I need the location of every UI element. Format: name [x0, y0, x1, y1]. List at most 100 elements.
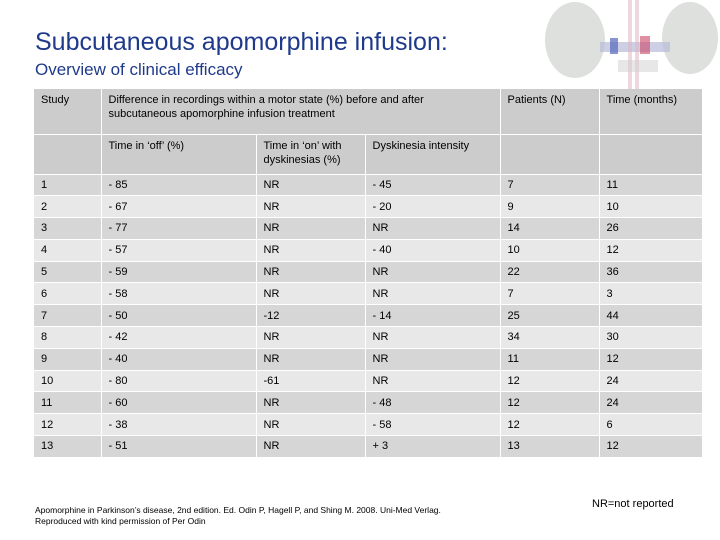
cell-patients: 7 — [500, 174, 600, 197]
cell-off: - 59 — [101, 261, 257, 284]
cell-time: 24 — [599, 391, 703, 415]
cell-intensity: NR — [365, 217, 501, 240]
cell-intensity: NR — [365, 348, 501, 371]
header-off: Time in ‘off’ (%) — [101, 134, 257, 175]
cell-time: 26 — [599, 217, 703, 240]
header-patients: Patients (N) — [500, 89, 600, 135]
cell-study: 9 — [34, 348, 102, 371]
table-row: 12- 38 NR - 58 12 6 — [34, 413, 703, 437]
cell-intensity: NR — [365, 326, 501, 349]
cell-on: NR — [256, 239, 366, 262]
table-row: 10- 80 -61 NR 12 24 — [34, 370, 703, 393]
cell-patients: 9 — [500, 195, 600, 219]
header-blank — [34, 134, 102, 175]
table-row: 9- 40 NR NR 11 12 — [34, 348, 703, 371]
cell-on: NR — [256, 174, 366, 197]
table-row: 13- 51 NR + 3 13 12 — [34, 435, 703, 458]
cell-patients: 10 — [500, 239, 600, 262]
cell-off: - 40 — [101, 348, 257, 371]
cell-patients: 12 — [500, 413, 600, 437]
efficacy-table: Study Difference in recordings within a … — [34, 89, 703, 458]
cell-patients: 34 — [500, 326, 600, 349]
cell-patients: 7 — [500, 282, 600, 306]
cell-on: NR — [256, 348, 366, 371]
cell-off: - 60 — [101, 391, 257, 415]
cell-intensity: NR — [365, 282, 501, 306]
cell-time: 30 — [599, 326, 703, 349]
table-row: 5- 59 NR NR 22 36 — [34, 261, 703, 284]
cell-time: 44 — [599, 304, 703, 328]
cell-time: 24 — [599, 370, 703, 393]
cell-off: - 67 — [101, 195, 257, 219]
cell-patients: 11 — [500, 348, 600, 371]
cell-on: NR — [256, 391, 366, 415]
cell-on: NR — [256, 282, 366, 306]
cell-off: - 57 — [101, 239, 257, 262]
cell-intensity: + 3 — [365, 435, 501, 458]
cell-on: NR — [256, 435, 366, 458]
header-blank — [599, 134, 703, 175]
table-row: 6- 58 NR NR 7 3 — [34, 282, 703, 306]
cell-off: - 42 — [101, 326, 257, 349]
header-on-dyskinesias: Time in ‘on’ with dyskinesias (%) — [256, 134, 366, 175]
cell-study: 12 — [34, 413, 102, 437]
citation-line: Apomorphine in Parkinson’s disease, 2nd … — [35, 505, 441, 515]
cell-time: 11 — [599, 174, 703, 197]
cell-off: - 38 — [101, 413, 257, 437]
cell-intensity: NR — [365, 261, 501, 284]
table-subheader-row: Time in ‘off’ (%) Time in ‘on’ with dysk… — [34, 134, 703, 175]
cell-study: 10 — [34, 370, 102, 393]
header-difference: Difference in recordings within a motor … — [101, 89, 501, 135]
cell-intensity: NR — [365, 370, 501, 393]
brain-scan-illustration-icon — [545, 0, 718, 92]
table-row: 4- 57 NR - 40 10 12 — [34, 239, 703, 262]
cell-patients: 22 — [500, 261, 600, 284]
cell-on: NR — [256, 261, 366, 284]
table-row: 11- 60 NR - 48 12 24 — [34, 391, 703, 415]
cell-study: 4 — [34, 239, 102, 262]
cell-on: -61 — [256, 370, 366, 393]
cell-intensity: - 20 — [365, 195, 501, 219]
table-row: 1- 85 NR - 45 7 11 — [34, 174, 703, 197]
nr-legend: NR=not reported — [592, 498, 674, 510]
cell-time: 3 — [599, 282, 703, 306]
cell-off: - 85 — [101, 174, 257, 197]
cell-time: 12 — [599, 239, 703, 262]
cell-study: 7 — [34, 304, 102, 328]
cell-time: 12 — [599, 348, 703, 371]
header-time: Time (months) — [599, 89, 703, 135]
header-blank — [500, 134, 600, 175]
citation-line: Reproduced with kind permission of Per O… — [35, 516, 206, 526]
cell-patients: 13 — [500, 435, 600, 458]
cell-study: 3 — [34, 217, 102, 240]
cell-time: 12 — [599, 435, 703, 458]
cell-study: 13 — [34, 435, 102, 458]
cell-patients: 12 — [500, 391, 600, 415]
table-row: 2- 67 NR - 20 9 10 — [34, 195, 703, 219]
cell-time: 10 — [599, 195, 703, 219]
header-dyskinesia-intensity: Dyskinesia intensity — [365, 134, 501, 175]
header-study: Study — [34, 89, 102, 135]
cell-intensity: - 40 — [365, 239, 501, 262]
table-row: 3- 77 NR NR 14 26 — [34, 217, 703, 240]
cell-study: 2 — [34, 195, 102, 219]
cell-intensity: - 45 — [365, 174, 501, 197]
cell-patients: 12 — [500, 370, 600, 393]
cell-off: - 80 — [101, 370, 257, 393]
cell-study: 5 — [34, 261, 102, 284]
cell-patients: 14 — [500, 217, 600, 240]
cell-on: NR — [256, 195, 366, 219]
cell-off: - 58 — [101, 282, 257, 306]
cell-study: 6 — [34, 282, 102, 306]
cell-intensity: - 58 — [365, 413, 501, 437]
cell-intensity: - 14 — [365, 304, 501, 328]
table-header-row: Study Difference in recordings within a … — [34, 89, 703, 135]
cell-off: - 77 — [101, 217, 257, 240]
cell-patients: 25 — [500, 304, 600, 328]
table-row: 8- 42 NR NR 34 30 — [34, 326, 703, 349]
cell-time: 36 — [599, 261, 703, 284]
cell-time: 6 — [599, 413, 703, 437]
cell-on: NR — [256, 217, 366, 240]
cell-intensity: - 48 — [365, 391, 501, 415]
cell-study: 8 — [34, 326, 102, 349]
